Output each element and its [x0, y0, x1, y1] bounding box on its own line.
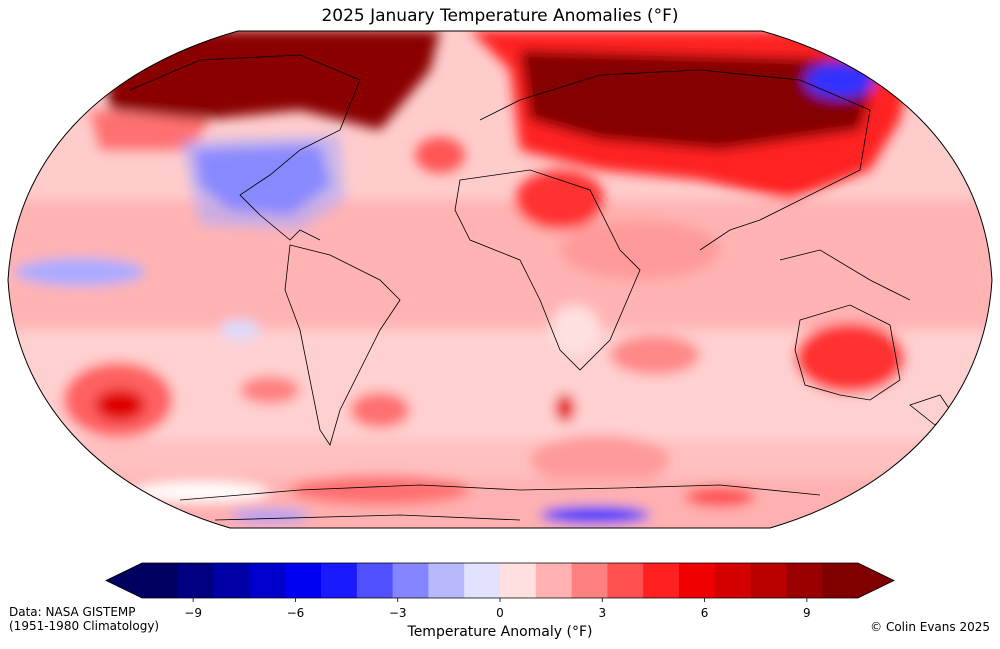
- colorbar-label: Temperature Anomaly (°F): [407, 624, 593, 640]
- colorbar-swatch: [750, 563, 787, 598]
- arctic-canada-warm: [100, 31, 440, 130]
- colorbar-swatch: [142, 563, 179, 598]
- colorbar-swatch: [679, 563, 716, 598]
- colorbar-swatch: [571, 563, 608, 598]
- colorbar-swatch: [177, 563, 215, 598]
- colorbar-tick-label: 3: [598, 606, 606, 620]
- colorbar-swatch: [428, 563, 465, 598]
- colorbar-swatch: [356, 563, 394, 598]
- data-source-credit: Data: NASA GISTEMP (1951-1980 Climatolog…: [9, 605, 159, 633]
- colorbar-tick-label: 0: [496, 606, 504, 620]
- colorbar-swatch: [464, 563, 501, 598]
- colorbar-swatch: [607, 563, 644, 598]
- colorbar-swatch: [535, 563, 573, 598]
- colorbar-swatch: [822, 563, 859, 598]
- colorbar-swatch: [213, 563, 250, 598]
- copyright-credit: © Colin Evans 2025: [870, 620, 990, 634]
- australia-warm: [795, 323, 905, 393]
- map-title: 2025 January Temperature Anomalies (°F): [321, 6, 679, 26]
- antarctic-cold-spot: [540, 506, 650, 524]
- colorbar-swatch: [249, 563, 286, 598]
- south-pacific-warm: [95, 389, 145, 421]
- colorbar-tick-label: −9: [184, 606, 202, 620]
- colorbar-swatch: [285, 563, 322, 598]
- colorbar-swatch: [321, 563, 358, 598]
- north-pacific-cool: [15, 258, 145, 286]
- colorbar-extend-max: [858, 563, 894, 598]
- colorbar-swatch: [786, 563, 823, 598]
- colorbar-tick-label: −6: [287, 606, 305, 620]
- siberia-europe-warm: [520, 50, 880, 150]
- colorbar-tick-label: 9: [803, 606, 811, 620]
- colorbar-swatch: [500, 563, 537, 598]
- north-africa-warm: [515, 170, 605, 230]
- colorbar-swatch: [392, 563, 429, 598]
- colorbar-extend-min: [106, 563, 142, 598]
- colorbar-tick-label: 6: [701, 606, 709, 620]
- coastlines: [129, 54, 951, 521]
- colorbar-tick-label: −3: [389, 606, 407, 620]
- data-source-line2: (1951-1980 Climatology): [9, 619, 160, 633]
- data-source-line1: Data: NASA GISTEMP: [9, 605, 136, 619]
- colorbar-swatch: [643, 563, 680, 598]
- colorbar-swatch: [714, 563, 752, 598]
- map-border: [7, 30, 993, 529]
